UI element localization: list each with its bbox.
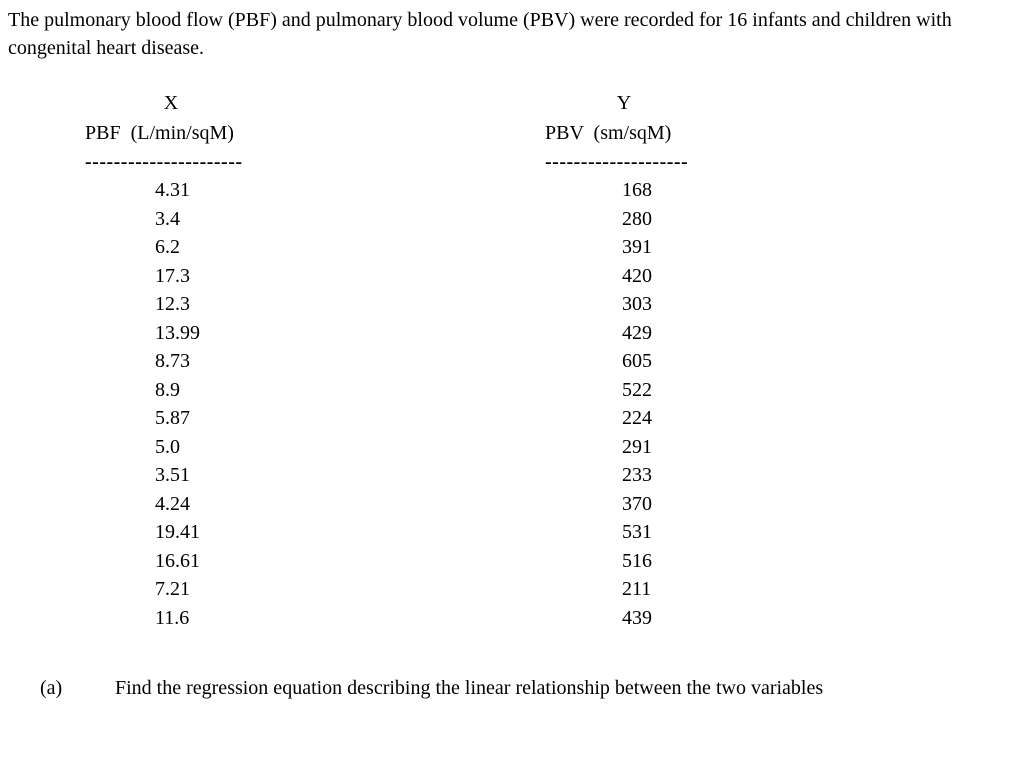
x-value: 5.87 bbox=[155, 407, 190, 429]
x-value: 5.0 bbox=[155, 435, 180, 458]
y-value: 280 bbox=[622, 207, 652, 230]
x-value: 4.31 bbox=[155, 179, 190, 201]
y-value: 391 bbox=[622, 236, 652, 258]
y-value: 168 bbox=[622, 179, 652, 201]
x-value: 19.41 bbox=[155, 521, 200, 543]
problem-statement: The pulmonary blood flow (PBF) and pulmo… bbox=[8, 9, 952, 59]
y-value: 516 bbox=[622, 549, 652, 572]
question-a-text: Find the regression equation describing … bbox=[115, 676, 824, 699]
x-value: 7.21 bbox=[155, 578, 190, 600]
y-value: 291 bbox=[622, 435, 652, 458]
y-value: 370 bbox=[622, 492, 652, 515]
column-y: Y PBV (sm/sqM) -------------------- 168 … bbox=[545, 88, 703, 632]
y-value: 224 bbox=[622, 407, 652, 429]
y-value: 211 bbox=[622, 578, 652, 600]
questions-list: (a) Find the regression equation describi… bbox=[10, 645, 1014, 759]
column-y-values: 168 280 391 420 303 429 605 522 224 291 … bbox=[622, 176, 703, 632]
y-value: 303 bbox=[622, 293, 652, 315]
column-y-header: PBV (sm/sqM) bbox=[545, 122, 672, 144]
column-y-separator: -------------------- bbox=[545, 151, 689, 173]
x-value: 8.9 bbox=[155, 378, 180, 401]
y-value: 233 bbox=[622, 464, 652, 486]
column-x-header: PBF (L/min/sqM) bbox=[85, 122, 234, 144]
x-value: 13.99 bbox=[155, 321, 200, 344]
x-value: 11.6 bbox=[155, 606, 190, 629]
column-x-letter: X bbox=[163, 92, 179, 114]
x-value: 17.3 bbox=[155, 264, 190, 287]
column-x-values: 4.31 3.4 6.2 17.3 12.3 13.99 8.73 8.9 5.… bbox=[155, 176, 257, 632]
x-value: 8.73 bbox=[155, 350, 190, 372]
y-value: 439 bbox=[622, 606, 652, 629]
column-x-separator: ---------------------- bbox=[85, 151, 243, 173]
y-value: 420 bbox=[622, 264, 652, 287]
x-value: 16.61 bbox=[155, 549, 200, 572]
question-a: (a) Find the regression equation describi… bbox=[10, 645, 1014, 731]
question-a-label: (a) bbox=[40, 676, 63, 699]
y-value: 429 bbox=[622, 321, 652, 344]
x-value: 12.3 bbox=[155, 293, 190, 315]
x-value: 6.2 bbox=[155, 236, 180, 258]
x-value: 3.51 bbox=[155, 464, 190, 486]
y-value: 531 bbox=[622, 521, 652, 543]
question-b: (b)Compute r2 bbox=[10, 731, 1014, 759]
column-y-letter: Y bbox=[616, 92, 632, 114]
y-value: 522 bbox=[622, 378, 652, 401]
y-value: 605 bbox=[622, 350, 652, 372]
x-value: 3.4 bbox=[155, 207, 180, 230]
column-x: X PBF (L/min/sqM) ----------------------… bbox=[85, 88, 257, 632]
x-value: 4.24 bbox=[155, 492, 190, 515]
